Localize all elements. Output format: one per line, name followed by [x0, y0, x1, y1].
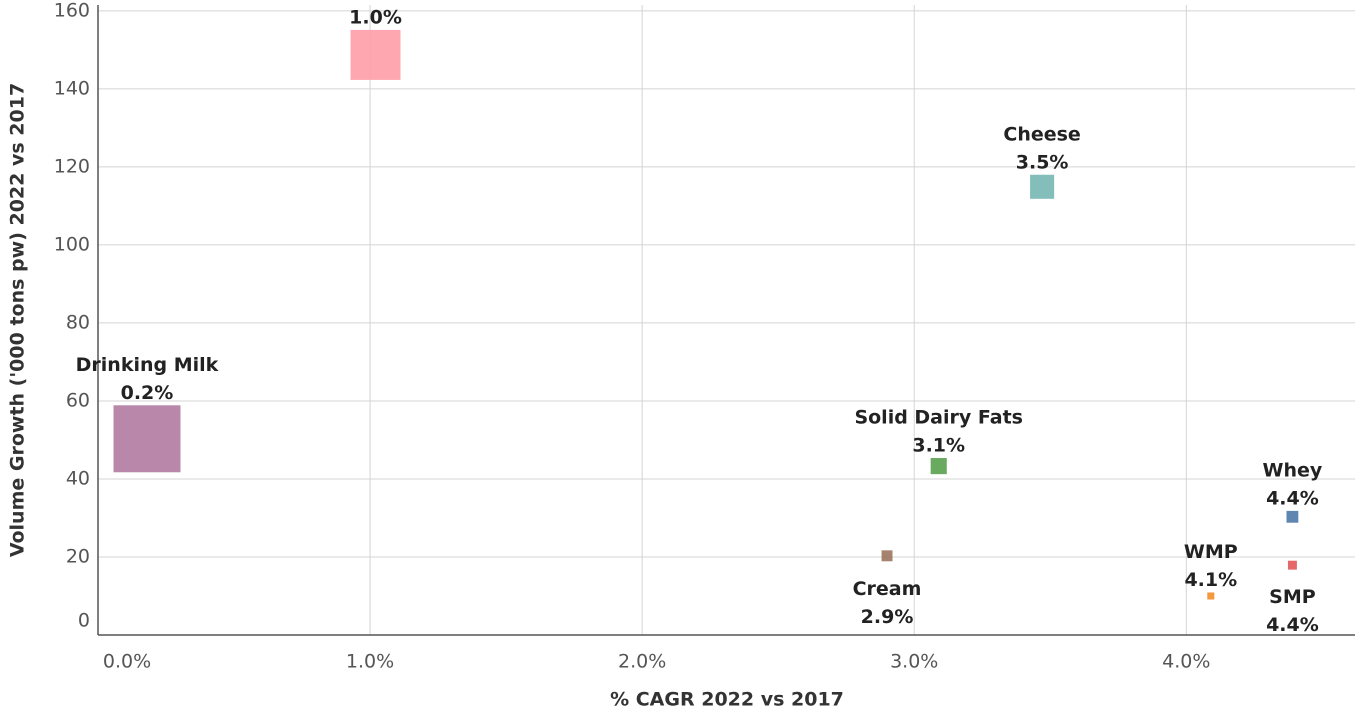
y-tick-label: 160: [54, 0, 90, 21]
point: [930, 458, 947, 475]
point-label: Cream: [853, 578, 922, 600]
y-tick-label: 40: [66, 467, 90, 489]
y-tick-label: 100: [54, 233, 90, 255]
value-label: 4.4%: [1266, 487, 1319, 509]
value-label: 3.1%: [912, 435, 965, 457]
point-label: SMP: [1269, 586, 1316, 608]
point: [881, 550, 893, 562]
x-tick-label: 3.0%: [890, 651, 938, 673]
x-axis-title: % CAGR 2022 vs 2017: [610, 689, 844, 711]
value-label: 1.0%: [349, 6, 402, 28]
point: [1207, 592, 1215, 600]
value-label: 2.9%: [861, 606, 914, 628]
x-tick-label: 4.0%: [1162, 651, 1210, 673]
point: [113, 405, 181, 473]
point-label: Whey: [1263, 459, 1323, 481]
point: [1286, 510, 1299, 523]
point-label: Drinking Milk: [76, 354, 219, 376]
point-label: Cheese: [1003, 123, 1080, 145]
point: [1030, 174, 1055, 199]
value-label: 4.1%: [1184, 569, 1237, 591]
y-axis-title: Volume Growth ('000 tons pw) 2022 vs 201…: [7, 83, 29, 557]
point-label: WMP: [1184, 541, 1238, 563]
y-tick-label: 140: [54, 77, 90, 99]
value-label: 0.2%: [121, 382, 174, 404]
y-tick-label: 20: [66, 545, 90, 567]
point: [1287, 560, 1297, 570]
point: [350, 29, 401, 80]
y-tick-label: 60: [66, 389, 90, 411]
point-label: Solid Dairy Fats: [854, 407, 1023, 429]
x-tick-label: 2.0%: [618, 651, 666, 673]
x-tick-label: 0.0%: [103, 651, 151, 673]
value-label: 3.5%: [1016, 151, 1069, 173]
x-tick-label: 1.0%: [346, 651, 394, 673]
y-tick-label: 0: [78, 610, 90, 632]
value-label: 4.4%: [1266, 614, 1319, 636]
y-tick-label: 80: [66, 311, 90, 333]
y-tick-label: 120: [54, 155, 90, 177]
